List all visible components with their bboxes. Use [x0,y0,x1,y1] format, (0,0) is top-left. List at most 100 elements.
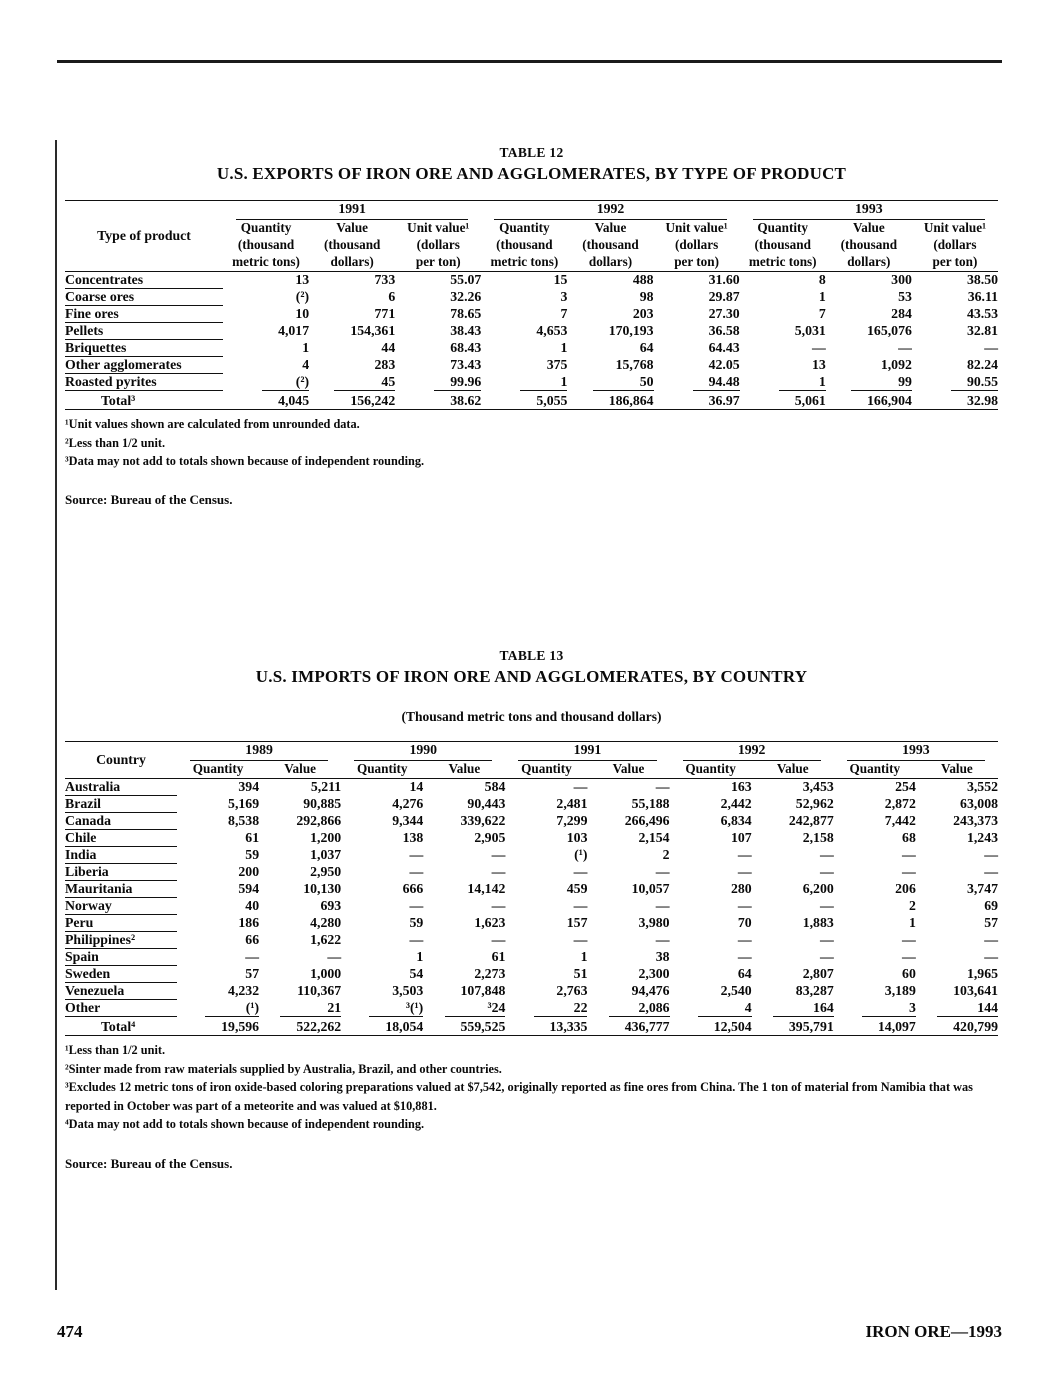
cell-value: 254 [895,779,916,795]
cell-value: 292,866 [296,813,342,829]
year-group-header: 1991 [223,201,481,220]
exports-table: Type of product 1991 1992 1993 Quantity (thou… [65,200,998,411]
cell-value: — [902,949,916,965]
cell-value: 59 [245,847,260,863]
cell-value: 83,287 [795,983,834,999]
cell-value: 1 [560,340,568,356]
cell-value: 38.43 [450,323,482,339]
cell-value: 2 [908,898,916,914]
total-value: 436,777 [587,1016,670,1037]
total-value: 4,045 [223,390,310,411]
cell-value: 4,017 [278,323,310,339]
cell-value: 14 [409,779,424,795]
cell-value: 29.87 [708,289,740,305]
table-row: Canada 8,538 292,866 9,344 339,622 7,299 266,4… [65,812,998,830]
row-label: Brazil [65,795,177,813]
cell-value: 99.96 [450,374,482,390]
cell-value: 50 [639,374,654,390]
cell-value: 40 [245,898,260,914]
row-label: Chile [65,829,177,847]
cell-value: 3 [908,1000,916,1016]
cell-value: 2,273 [474,966,506,982]
cell-value: 45 [381,374,396,390]
total-row: Total³ 4,045 156,242 38.62 5,055 186,864 36.97… [65,390,998,411]
footnote: ³Data may not add to totals shown becaus… [65,454,425,469]
cell-value: — [819,864,834,880]
cell-value: — [737,847,752,863]
cell-value: — [819,932,834,948]
cell-value: 4,653 [536,323,568,339]
year-group-header: 1992 [670,742,834,761]
cell-value: 10,130 [303,881,342,897]
left-vertical-rule [55,140,57,1290]
cell-value: 1,883 [802,915,834,931]
cell-value: 7,299 [556,813,588,829]
cell-value: — [491,864,506,880]
total-row: Total⁴ 19,596 522,262 18,054 559,525 13,335 43… [65,1016,998,1037]
cell-value: 5,211 [310,779,342,795]
cell-value: 3,189 [884,983,916,999]
total-value: 14,097 [833,1016,916,1037]
column-header: Quantity (thousand metric tons) [223,220,310,272]
cell-value: 2 [662,847,670,863]
cell-value: 154,361 [350,323,396,339]
cell-value: 1,037 [310,847,342,863]
table13-subtitle: (Thousand metric tons and thousand dolla… [401,709,662,724]
row-label: Mauritania [65,880,177,898]
year-group-header: 1993 [740,201,998,220]
cell-value: 69 [984,898,998,914]
cell-value: 200 [238,864,260,880]
year-group-header: 1991 [505,742,669,761]
cell-value: 54 [409,966,424,982]
cell-value: 4,276 [392,796,424,812]
cell-value: 21 [327,1000,342,1016]
cell-value: 68 [902,830,916,846]
imports-table: Country 1989 1990 1991 1992 1993 Quantity Value… [65,741,998,1037]
cell-value: 103 [566,830,588,846]
cell-value: 280 [730,881,752,897]
cell-value: — [902,932,916,948]
row-label: Australia [65,778,177,796]
cell-value: 375 [546,357,568,373]
table-row: Spain — — 1 61 1 38 — — — — [65,948,998,966]
cell-value: 44 [381,340,396,356]
total-value: 559,525 [423,1016,506,1037]
row-label: Briquettes [65,339,223,357]
cell-value: 7 [560,306,568,322]
cell-value: 60 [902,966,916,982]
cell-value: 2,950 [310,864,342,880]
cell-value: 10 [295,306,310,322]
cell-value: 2,300 [638,966,670,982]
row-label: Pellets [65,322,223,340]
total-value: 5,055 [481,390,568,411]
cell-value: 186 [238,915,260,931]
cell-value: 488 [632,272,654,288]
cell-value: 7,442 [884,813,916,829]
cell-value: 52,962 [795,796,834,812]
row-label: Liberia [65,863,177,881]
cell-value: 36.58 [708,323,740,339]
cell-value: 339,622 [460,813,506,829]
cell-value: 266,496 [624,813,670,829]
column-header: Value (thousand dollars) [567,220,654,272]
cell-value: 1 [908,915,916,931]
column-header: Unit value¹ (dollars per ton) [911,220,998,272]
cell-value: 59 [409,915,424,931]
total-label: Total³ [65,390,223,411]
cell-value: 68.43 [450,340,482,356]
row-label: India [65,846,177,864]
cell-value: — [409,847,424,863]
table12-title: U.S. EXPORTS OF IRON ORE AND AGGLOMERATE… [216,164,847,183]
cell-value: 36.11 [967,289,998,305]
table-row: Venezuela 4,232 110,367 3,503 107,848 2,763 94… [65,982,998,1000]
cell-value: 6,834 [720,813,752,829]
cell-value: — [811,340,826,356]
cell-value: 14,142 [467,881,506,897]
cell-value: ³24 [487,1000,506,1016]
cell-value: — [245,949,260,965]
row-label: Fine ores [65,305,223,323]
cell-value: 1,200 [310,830,342,846]
total-value: 38.62 [395,390,482,411]
year-group-header: 1989 [177,742,341,761]
cell-value: 98 [639,289,654,305]
